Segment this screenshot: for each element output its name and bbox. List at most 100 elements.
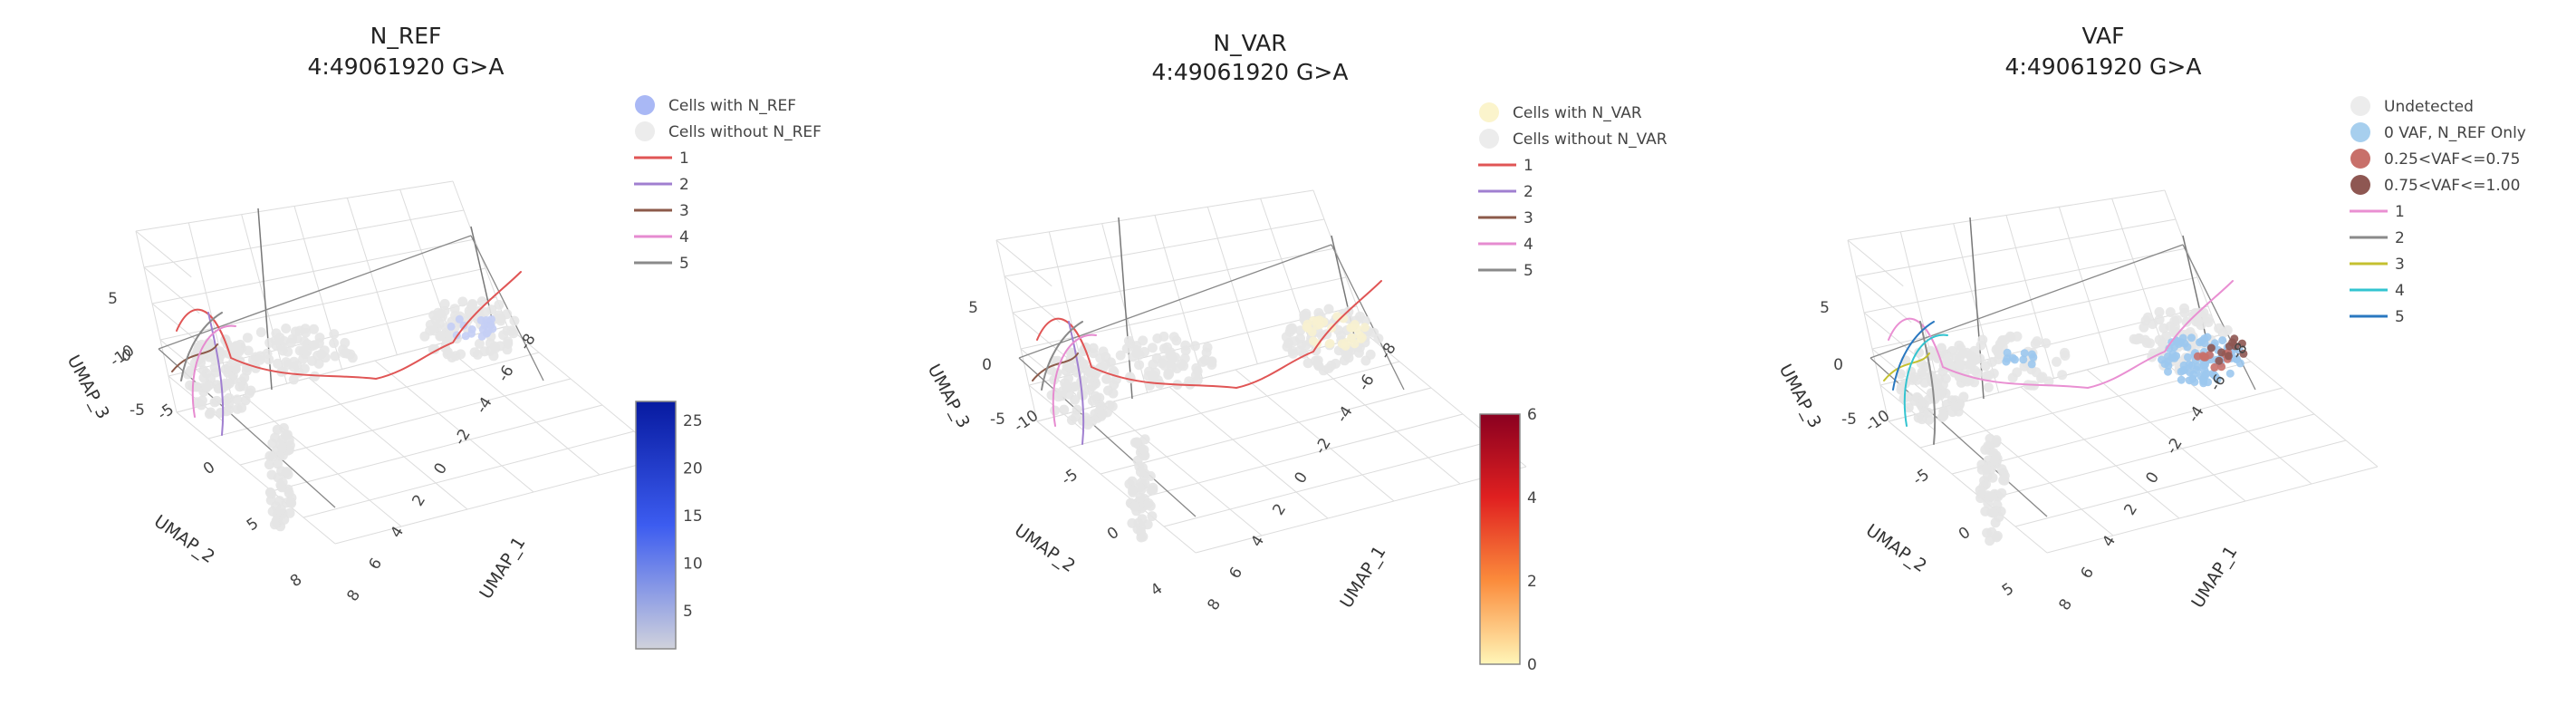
cell-point — [1108, 388, 1119, 399]
grid-line — [1888, 420, 1945, 468]
cell-point — [265, 488, 276, 498]
cell-point — [273, 358, 284, 369]
colorbar — [635, 401, 677, 650]
y-tick-label: -5 — [1058, 466, 1081, 489]
cell-point — [2141, 337, 2152, 348]
grid-line — [176, 411, 233, 459]
grid-line — [1168, 386, 1329, 519]
chart-panel-n_var: 50-5UMAP_340-5-10UMAP_286420-2-4-6-8UMAP… — [924, 30, 1668, 674]
cell-point-vaf-zero — [2208, 370, 2217, 378]
cell-point — [330, 351, 341, 362]
cell-point — [272, 424, 283, 435]
legend-marker-label: Cells with N_REF — [668, 97, 796, 115]
legend-line-label: 5 — [679, 255, 689, 273]
grid-line — [1036, 420, 1093, 468]
cell-point-vaf-zero — [2011, 355, 2019, 364]
legend-marker-label: Cells without N_REF — [668, 123, 822, 141]
cell-point — [1962, 376, 1973, 387]
cell-point-with-var — [1360, 323, 1370, 333]
legend-line-label: 3 — [1523, 209, 1533, 227]
cell-point — [1098, 346, 1109, 357]
cell-point — [264, 459, 274, 470]
cell-point — [2012, 367, 2023, 378]
grid-line — [1154, 215, 1203, 379]
cell-point — [279, 335, 289, 346]
x-tick-label: 2 — [2120, 500, 2141, 518]
cell-point-vaf-zero — [2170, 353, 2179, 362]
cell-point — [1981, 464, 1992, 475]
cell-point-with-ref — [455, 314, 464, 324]
x-tick-label: 6 — [2077, 564, 2098, 582]
cell-point — [1150, 367, 1161, 378]
cell-point — [1139, 434, 1150, 445]
y-tick-label: -5 — [1909, 466, 1932, 489]
chart-title: N_REF — [370, 23, 442, 49]
cell-point — [227, 343, 238, 353]
cell-point-vaf-zero — [2225, 369, 2235, 378]
cell-point — [1159, 360, 1170, 371]
cell-point-with-ref — [467, 325, 476, 333]
grid-line — [1954, 403, 2114, 536]
cell-point — [198, 372, 209, 383]
grid-line — [1163, 439, 1495, 527]
grid-line — [1012, 312, 1069, 360]
cell-point-vaf-high — [2237, 339, 2246, 348]
trajectory-line-1 — [176, 271, 522, 381]
cell-point — [1050, 405, 1061, 416]
cell-point — [267, 451, 278, 462]
z-tick-label: -5 — [1841, 410, 1857, 429]
cell-point-with-var — [1325, 339, 1335, 348]
cell-point — [1912, 374, 1923, 385]
cell-point-vaf-zero — [2204, 378, 2213, 387]
cell-point — [1134, 482, 1145, 493]
cell-point — [1138, 335, 1149, 346]
cell-point-vaf-mid — [2199, 352, 2208, 362]
legend-marker-label: 0.75<VAF<=1.00 — [2384, 177, 2520, 195]
cell-point — [433, 307, 444, 318]
grid-line — [440, 343, 601, 476]
legend-marker-swatch — [2350, 149, 2370, 169]
cell-point — [1143, 497, 1154, 508]
cell-point — [1108, 365, 1119, 376]
cell-point — [467, 299, 478, 309]
cell-point — [1180, 345, 1191, 356]
grid-line — [1847, 239, 1889, 422]
legend-marker-swatch — [2350, 175, 2370, 195]
legend-line-label: 1 — [2395, 203, 2405, 221]
cell-point-with-var — [1302, 324, 1312, 333]
cell-point-vaf-zero — [2164, 367, 2172, 376]
cell-point — [1913, 412, 1924, 423]
grid-line — [1951, 387, 2283, 475]
colorbar-tick-label: 2 — [1527, 573, 1537, 591]
cell-point-vaf-zero — [2027, 360, 2036, 369]
cell-point-with-var — [1341, 341, 1350, 351]
cell-point — [201, 381, 212, 392]
cell-point-vaf-high — [2206, 343, 2216, 352]
colorbar — [1479, 413, 1521, 665]
z-tick-label: 0 — [1833, 356, 1843, 374]
cell-point — [1365, 349, 1376, 360]
cell-point-vaf-zero — [2231, 354, 2240, 363]
x-tick-label: 8 — [343, 586, 364, 604]
cell-point — [2041, 338, 2052, 349]
cell-point — [1299, 310, 1310, 321]
cell-point — [294, 345, 305, 356]
cell-point — [1115, 350, 1126, 361]
cell-point — [255, 327, 266, 338]
cell-point — [1176, 359, 1187, 370]
cell-point — [267, 506, 278, 517]
cell-point — [280, 430, 291, 440]
legend-line-label: 3 — [2395, 256, 2405, 274]
cell-point — [2165, 307, 2176, 317]
cell-point — [2179, 307, 2190, 318]
cell-point-vaf-zero — [2184, 352, 2192, 362]
cell-point — [2019, 361, 2030, 372]
cell-point — [1294, 345, 1305, 356]
cell-point — [275, 479, 286, 490]
cell-point — [282, 467, 293, 478]
cell-point-vaf-high — [2239, 349, 2248, 358]
cell-point-vaf-zero — [2189, 370, 2198, 379]
y-tick-label: 5 — [1999, 580, 2017, 601]
cell-point — [1954, 360, 1965, 371]
cell-point — [243, 345, 254, 356]
